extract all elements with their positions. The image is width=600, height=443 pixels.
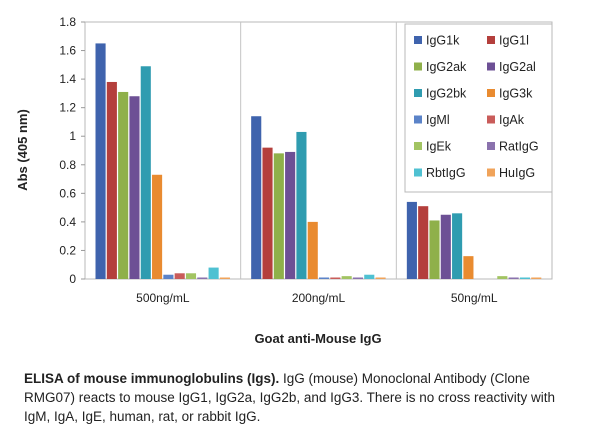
bar xyxy=(330,277,341,279)
legend-label: RbtIgG xyxy=(426,166,466,180)
bar xyxy=(519,277,530,279)
x-axis-label: Goat anti-Mouse IgG xyxy=(254,331,381,346)
legend-label: IgMl xyxy=(426,113,450,127)
bar xyxy=(118,91,129,279)
caption-body: IgG (mouse) Monoclonal Antibody (Clone R… xyxy=(24,371,555,424)
legend: IgG1k IgG1l IgG2ak IgG2al IgG2bk IgG3k IgMl IgA… xyxy=(404,23,553,193)
y-tick-label: 0.8 xyxy=(59,158,76,172)
y-axis-ticks: 0 0.2 0.4 0.6 0.8 1 1.2 1.4 1.6 1.8 xyxy=(59,15,85,286)
bar xyxy=(307,221,318,279)
legend-swatch xyxy=(414,168,422,177)
legend-swatch xyxy=(414,115,422,124)
legend-label: IgG1l xyxy=(499,34,529,48)
legend-swatch xyxy=(414,142,422,150)
y-tick-label: 0.2 xyxy=(59,243,76,257)
bar xyxy=(319,277,330,279)
legend-label: IgG3k xyxy=(499,87,533,101)
bar xyxy=(285,151,296,279)
x-tick-label: 200ng/mL xyxy=(292,291,346,305)
legend-label: IgG2bk xyxy=(426,87,467,101)
y-tick-label: 1.8 xyxy=(59,15,76,29)
y-tick-label: 1 xyxy=(69,129,76,143)
bar xyxy=(440,214,451,279)
caption-title: ELISA of mouse immunoglobulins (Igs). xyxy=(24,371,280,386)
legend-swatch xyxy=(487,168,495,177)
legend-label: IgG1k xyxy=(426,34,460,48)
bar xyxy=(508,277,519,279)
figure-caption: ELISA of mouse immunoglobulins (Igs). Ig… xyxy=(24,369,584,426)
bar xyxy=(163,274,174,279)
bar xyxy=(174,273,185,279)
legend-label: RatIgG xyxy=(499,140,539,154)
bar xyxy=(208,267,219,279)
legend-swatch xyxy=(487,142,495,150)
bar xyxy=(341,276,352,279)
y-axis-label: Abs (405 nm) xyxy=(15,109,30,191)
x-tick-label: 50ng/mL xyxy=(451,291,498,305)
elisa-bar-chart: 0 0.2 0.4 0.6 0.8 1 1.2 1.4 1.6 1.8 500ng/mL 200ng… xyxy=(15,15,553,346)
x-axis-ticks: 500ng/mL 200ng/mL 50ng/mL xyxy=(136,291,498,305)
legend-swatch xyxy=(414,89,422,97)
y-tick-label: 0 xyxy=(69,272,76,286)
legend-label: IgG2ak xyxy=(426,60,467,74)
bar xyxy=(531,277,542,279)
legend-label: IgEk xyxy=(426,140,452,154)
y-tick-label: 1.6 xyxy=(59,44,76,58)
bar xyxy=(452,213,463,279)
bar xyxy=(95,43,106,279)
bar xyxy=(406,201,417,279)
bar xyxy=(296,131,307,279)
bar xyxy=(152,174,163,279)
legend-swatch xyxy=(487,115,495,124)
y-tick-label: 0.6 xyxy=(59,186,76,200)
bar xyxy=(262,147,273,279)
bar xyxy=(219,277,230,279)
bar xyxy=(364,274,375,279)
bar xyxy=(129,96,140,279)
legend-swatch xyxy=(487,62,495,71)
bar xyxy=(463,256,474,279)
y-tick-label: 0.4 xyxy=(59,215,76,229)
legend-swatch xyxy=(487,36,495,44)
y-tick-label: 1.2 xyxy=(59,101,76,115)
bar xyxy=(352,277,364,279)
bar xyxy=(251,116,262,279)
bar xyxy=(140,66,151,279)
legend-label: HuIgG xyxy=(499,166,535,180)
bar xyxy=(185,273,197,279)
bar xyxy=(429,220,440,279)
bar-series xyxy=(95,43,542,279)
bar xyxy=(273,153,284,279)
x-tick-label: 500ng/mL xyxy=(136,291,190,305)
legend-swatch xyxy=(414,62,422,71)
y-tick-label: 1.4 xyxy=(59,72,76,86)
bar xyxy=(197,277,208,279)
legend-label: IgG2al xyxy=(499,60,536,74)
bar xyxy=(497,276,508,279)
legend-swatch xyxy=(414,36,422,44)
legend-box xyxy=(404,23,553,193)
legend-label: IgAk xyxy=(499,113,525,127)
bar xyxy=(375,277,386,279)
bar xyxy=(106,81,117,279)
legend-swatch xyxy=(487,89,495,97)
bar xyxy=(418,206,429,279)
